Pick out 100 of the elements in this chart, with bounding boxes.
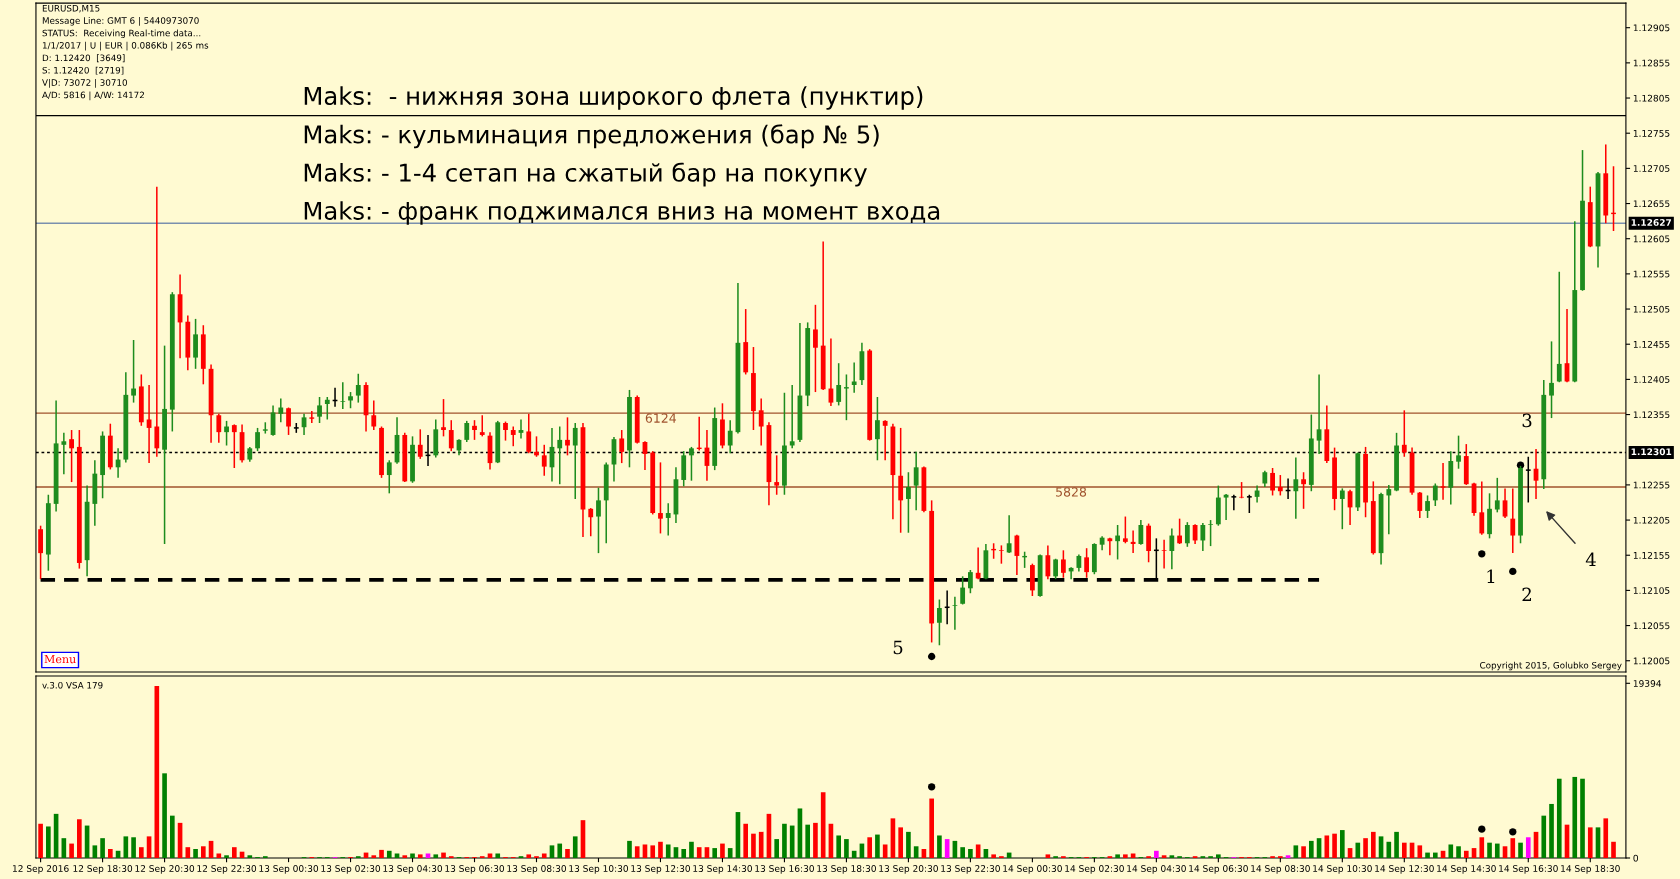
bar bbox=[1479, 837, 1485, 858]
bar bbox=[526, 854, 532, 858]
bar bbox=[557, 843, 563, 858]
candlestick bbox=[324, 396, 330, 421]
x-tick-label: 12 Sep 2016 bbox=[12, 865, 69, 874]
bar bbox=[836, 835, 841, 858]
bar bbox=[774, 839, 780, 858]
bar bbox=[216, 853, 222, 858]
bar bbox=[247, 855, 253, 858]
bar bbox=[139, 847, 144, 858]
bar bbox=[1417, 845, 1423, 858]
y-tick-label: 1.12005 bbox=[1633, 657, 1670, 665]
y-tick-label: 1.12055 bbox=[1633, 622, 1670, 630]
bar bbox=[758, 831, 764, 858]
candlestick bbox=[1107, 536, 1113, 556]
candlestick bbox=[758, 397, 764, 447]
candlestick bbox=[665, 502, 671, 537]
candlestick bbox=[1138, 519, 1144, 546]
candlestick bbox=[975, 546, 981, 580]
y-tick-label: 1.12705 bbox=[1633, 165, 1670, 172]
annotation: 4 bbox=[1585, 552, 1596, 566]
x-tick-label: 14 Sep 08:30 bbox=[1251, 865, 1310, 874]
bar bbox=[634, 846, 640, 858]
candlestick bbox=[1208, 519, 1213, 547]
point bbox=[1509, 567, 1517, 576]
annotation: 1 bbox=[1487, 569, 1495, 583]
candlestick bbox=[1169, 527, 1175, 571]
candlestick bbox=[1060, 549, 1066, 579]
bar bbox=[844, 839, 849, 858]
bar bbox=[1115, 854, 1120, 858]
candlestick bbox=[479, 414, 485, 438]
candlestick bbox=[1293, 456, 1299, 520]
x-tick-label: 14 Sep 14:30 bbox=[1437, 865, 1496, 874]
bar bbox=[875, 834, 880, 858]
annotation: Maks: - франк поджимался вниз на момент входа bbox=[304, 201, 940, 225]
candlestick bbox=[1230, 493, 1238, 511]
candlestick bbox=[1006, 514, 1012, 554]
y-tick-label: 19394 bbox=[1633, 680, 1662, 687]
bar bbox=[1363, 838, 1368, 858]
bar bbox=[720, 843, 725, 858]
bar bbox=[410, 853, 415, 858]
bar bbox=[425, 853, 431, 858]
candlestick bbox=[1301, 471, 1306, 510]
annotation: V|D: 73072 | 30710 bbox=[42, 79, 127, 88]
bar bbox=[937, 835, 942, 858]
bar bbox=[1045, 854, 1051, 858]
x-tick-label: 13 Sep 18:30 bbox=[817, 865, 876, 874]
candlestick bbox=[836, 362, 842, 407]
x-tick-label: 13 Sep 16:30 bbox=[755, 865, 814, 874]
candlestick bbox=[1510, 487, 1516, 554]
y-tick-label: 1.12155 bbox=[1633, 551, 1670, 559]
candlestick bbox=[472, 419, 477, 441]
bar bbox=[200, 846, 206, 858]
bar bbox=[495, 853, 501, 858]
candlestick bbox=[565, 416, 570, 457]
candlestick bbox=[1270, 467, 1275, 497]
candlestick bbox=[1401, 409, 1407, 458]
candlestick bbox=[1122, 515, 1128, 545]
bar bbox=[572, 836, 578, 858]
candlestick bbox=[1200, 522, 1206, 552]
annotation: S: 1.12420 [2719] bbox=[42, 66, 124, 75]
bar bbox=[1161, 855, 1167, 858]
candlestick bbox=[1246, 493, 1253, 514]
annotation: 1/1/2017 | U | EUR | 0.086Kb | 265 ms bbox=[42, 41, 209, 51]
bar bbox=[658, 841, 663, 858]
candlestick bbox=[216, 413, 222, 444]
bar bbox=[38, 823, 43, 858]
bar bbox=[1309, 840, 1314, 858]
bar bbox=[696, 847, 702, 858]
bar bbox=[1510, 838, 1516, 858]
bar bbox=[131, 837, 136, 858]
candlestick bbox=[417, 428, 423, 460]
y-tick-label: 1.12355 bbox=[1633, 411, 1670, 419]
candlestick bbox=[998, 544, 1004, 565]
annotation: Maks: - 1-4 сетап на сжатый бар на покупку bbox=[304, 162, 867, 187]
bar bbox=[727, 848, 733, 858]
bar bbox=[689, 841, 694, 858]
candlestick bbox=[278, 397, 284, 424]
point bbox=[927, 652, 936, 661]
bar bbox=[1154, 850, 1159, 858]
candlestick bbox=[689, 446, 694, 482]
bar bbox=[867, 837, 872, 858]
bar bbox=[813, 822, 818, 858]
bar bbox=[417, 854, 423, 858]
bar bbox=[681, 848, 687, 858]
candlestick bbox=[61, 432, 67, 476]
bar bbox=[1130, 853, 1136, 858]
bar bbox=[386, 850, 392, 858]
annotation: D: 1.12420 [3649] bbox=[42, 54, 125, 63]
candlestick bbox=[1386, 484, 1392, 535]
bar bbox=[627, 840, 632, 858]
bar bbox=[379, 849, 384, 858]
candlestick bbox=[1277, 474, 1283, 497]
y-tick-label: 1.12605 bbox=[1633, 235, 1670, 243]
bar bbox=[224, 855, 229, 858]
bar bbox=[1603, 818, 1609, 858]
candlestick bbox=[510, 425, 516, 447]
candlestick bbox=[960, 575, 966, 606]
candlestick bbox=[968, 569, 973, 594]
annotation: A/D: 5816 | A/W: 14172 bbox=[42, 91, 144, 101]
